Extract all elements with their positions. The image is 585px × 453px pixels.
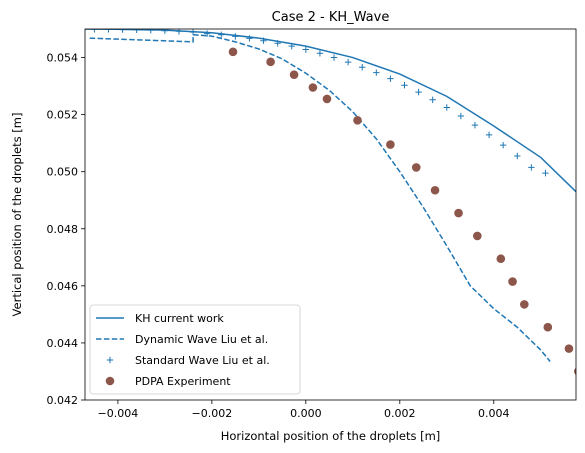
data-point-standard-wave xyxy=(528,164,535,171)
y-tick-label: 0.042 xyxy=(47,394,79,407)
data-point-pdpa xyxy=(411,163,421,172)
data-point-standard-wave xyxy=(133,29,140,34)
x-axis-label: Horizontal position of the droplets [m] xyxy=(221,429,441,443)
data-point-pdpa xyxy=(473,231,482,241)
x-tick-label: 0.002 xyxy=(384,407,416,420)
data-point-standard-wave xyxy=(415,88,422,96)
data-point-standard-wave xyxy=(401,82,408,89)
y-axis: 0.042 0.044 0.046 0.048 0.050 0.052 0.054 xyxy=(47,52,85,407)
data-point-standard-wave xyxy=(471,121,479,129)
x-tick-label: −0.002 xyxy=(192,407,233,420)
data-point-standard-wave xyxy=(147,29,154,34)
data-point-standard-wave xyxy=(218,31,225,38)
data-point-pdpa xyxy=(520,300,529,309)
y-tick-label: 0.054 xyxy=(47,52,79,65)
data-point-pdpa xyxy=(543,322,553,332)
data-point-standard-wave xyxy=(246,35,253,42)
data-point-standard-wave xyxy=(316,50,324,57)
x-tick-label: 0.000 xyxy=(290,407,322,420)
data-point-standard-wave xyxy=(232,33,239,40)
data-point-pdpa xyxy=(308,83,318,92)
data-point-pdpa xyxy=(564,344,574,353)
y-tick-label: 0.050 xyxy=(47,166,79,179)
data-point-pdpa xyxy=(266,57,275,67)
legend-swatch xyxy=(105,376,115,386)
data-point-standard-wave xyxy=(161,29,169,34)
legend-label: PDPA Experiment xyxy=(135,375,231,388)
x-axis: −0.004 −0.002 0.000 0.002 0.004 xyxy=(98,400,510,420)
data-point-pdpa xyxy=(430,185,440,195)
x-tick-label: 0.004 xyxy=(478,407,510,420)
data-point-standard-wave xyxy=(457,112,465,120)
data-point-standard-wave xyxy=(260,37,267,44)
x-tick-label: −0.004 xyxy=(98,407,139,420)
data-point-standard-wave xyxy=(189,29,197,36)
legend-swatch xyxy=(106,356,114,364)
y-tick-label: 0.044 xyxy=(47,337,79,350)
data-point-standard-wave xyxy=(288,42,295,50)
data-point-pdpa xyxy=(574,367,576,376)
data-point-standard-wave xyxy=(429,96,436,103)
series-line-dynamic-wave-liu-et-al xyxy=(89,33,551,362)
data-point-pdpa xyxy=(496,254,506,264)
data-point-standard-wave xyxy=(514,152,521,160)
data-point-standard-wave xyxy=(485,131,493,139)
data-point-pdpa xyxy=(353,116,362,125)
data-point-standard-wave xyxy=(373,69,380,76)
data-point-standard-wave xyxy=(203,30,211,37)
data-point-pdpa xyxy=(322,94,332,104)
data-point-pdpa xyxy=(289,70,299,79)
data-point-pdpa xyxy=(454,208,463,218)
data-point-standard-wave xyxy=(274,40,281,47)
data-point-standard-wave xyxy=(302,46,310,53)
data-point-standard-wave xyxy=(443,104,450,111)
data-point-standard-wave xyxy=(499,141,507,149)
legend: KH current work Dynamic Wave Liu et al. St… xyxy=(89,304,301,395)
series-line-kh-current-work xyxy=(85,29,576,193)
data-point-standard-wave xyxy=(387,75,394,82)
y-tick-label: 0.052 xyxy=(47,109,79,122)
chart-title: Case 2 - KH_Wave xyxy=(272,10,390,25)
legend-label: Standard Wave Liu et al. xyxy=(135,354,270,367)
data-point-standard-wave xyxy=(330,54,338,61)
data-point-standard-wave xyxy=(344,58,352,66)
data-point-standard-wave xyxy=(542,169,549,177)
data-point-standard-wave xyxy=(119,29,126,33)
legend-label: Dynamic Wave Liu et al. xyxy=(135,333,268,346)
data-point-standard-wave xyxy=(359,64,366,71)
y-tick-label: 0.048 xyxy=(47,223,79,236)
data-point-pdpa xyxy=(228,47,238,57)
data-point-pdpa xyxy=(508,277,517,286)
legend-label: KH current work xyxy=(135,312,224,325)
y-tick-label: 0.046 xyxy=(47,280,79,293)
y-axis-label: Vertical position of the droplets [m] xyxy=(10,113,24,317)
legend-box xyxy=(89,304,301,395)
plot-frame xyxy=(84,28,577,401)
data-point-pdpa xyxy=(386,140,395,149)
